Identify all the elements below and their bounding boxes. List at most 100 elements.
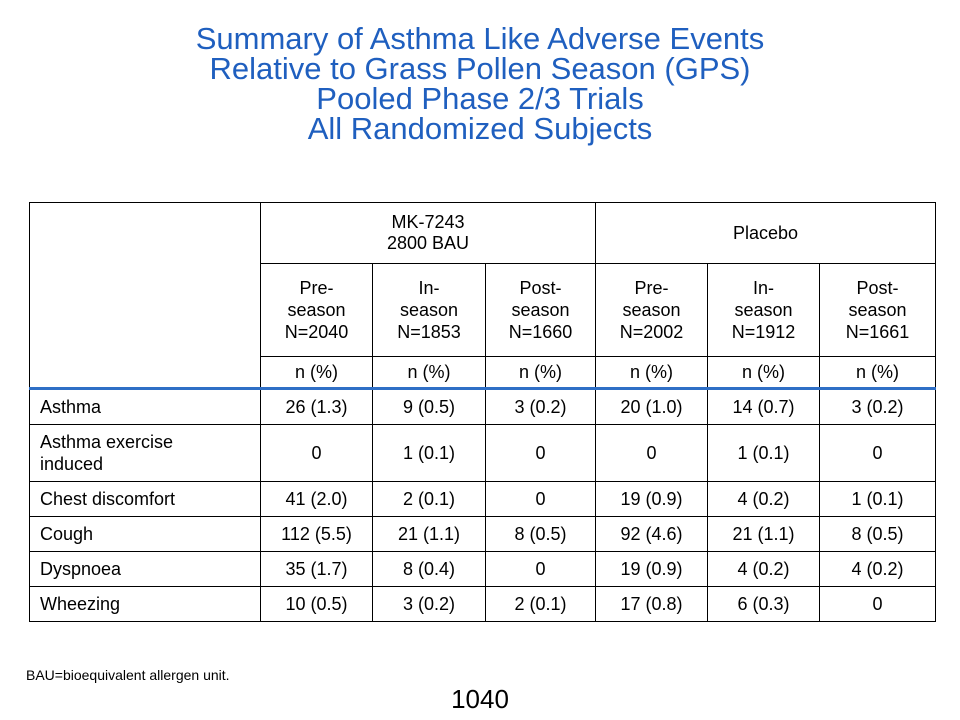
group-header-mk7243-line2: 2800 BAU: [386, 233, 470, 253]
row-label-line1: Wheezing: [40, 593, 121, 614]
table-cell: 1 (0.1): [707, 424, 821, 482]
table-cell: 0: [484, 481, 597, 517]
period-n: N=1660: [508, 322, 573, 342]
period-n: N=2040: [284, 322, 349, 342]
period-n: N=1912: [731, 322, 796, 342]
unit-header: n (%): [707, 356, 821, 390]
table-cell: 0: [484, 424, 597, 482]
table-row: Chest discomfort 41 (2.0) 2 (0.1) 0 19 (0.9)…: [29, 481, 937, 517]
table-cell: 26 (1.3): [260, 388, 373, 425]
table-cell: 92 (4.6): [595, 516, 709, 552]
footnote: BAU=bioequivalent allergen unit.: [26, 667, 230, 683]
table-cell: 1 (0.1): [372, 424, 486, 482]
table-cell: 19 (0.9): [595, 481, 709, 517]
table-header-units-row: n (%) n (%) n (%) n (%) n (%) n (%): [30, 356, 937, 390]
group-header-placebo: Placebo: [595, 202, 937, 264]
row-label: Wheezing: [29, 586, 261, 622]
period-n: N=2002: [619, 322, 684, 342]
title-line-4: All Randomized Subjects: [307, 111, 653, 146]
table-row: Wheezing 10 (0.5) 3 (0.2) 2 (0.1) 17 (0.8) 6 …: [29, 586, 937, 622]
table-cell: 0: [819, 586, 937, 622]
table-cell: 4 (0.2): [819, 551, 937, 587]
slide-title: Summary of Asthma Like Adverse Events Re…: [0, 21, 960, 146]
row-label: Dyspnoea: [29, 551, 261, 587]
period-line1: Post-: [856, 278, 899, 298]
period-header: Post-season N=1660: [484, 263, 597, 357]
table-cell: 1 (0.1): [819, 481, 937, 517]
table-cell: 112 (5.5): [260, 516, 373, 552]
period-header: Post-season N=1661: [819, 263, 937, 357]
table-row: Dyspnoea 35 (1.7) 8 (0.4) 0 19 (0.9) 4 (0.2) 4…: [29, 551, 937, 587]
table-cell: 0: [819, 424, 937, 482]
table-cell: 8 (0.4): [372, 551, 486, 587]
table-cell: 0: [260, 424, 373, 482]
table-cell: 6 (0.3): [707, 586, 821, 622]
table-cell: 4 (0.2): [707, 551, 821, 587]
row-label-line1: Cough: [40, 523, 94, 544]
row-label: Chest discomfort: [29, 481, 261, 517]
table-cell: 3 (0.2): [372, 586, 486, 622]
period-line2: season: [287, 300, 346, 320]
unit-header: n (%): [372, 356, 486, 390]
row-label-line2: induced: [40, 454, 104, 474]
row-label: Asthma exercise induced: [29, 424, 261, 482]
table-cell: 8 (0.5): [484, 516, 597, 552]
title-line-2: Relative to Grass Pollen Season (GPS): [209, 51, 751, 86]
unit-header: n (%): [484, 356, 597, 390]
row-label-line1: Asthma exercise: [40, 432, 174, 452]
table-corner-cell: [29, 202, 261, 390]
table-cell: 10 (0.5): [260, 586, 373, 622]
table-cell: 41 (2.0): [260, 481, 373, 517]
table-cell: 19 (0.9): [595, 551, 709, 587]
table-header-group-row: MK-7243 2800 BAU Placebo: [29, 202, 937, 390]
table-cell: 17 (0.8): [595, 586, 709, 622]
period-line1: In-: [418, 278, 440, 298]
period-line1: Pre-: [634, 278, 669, 298]
group-header-mk7243-line1: MK-7243: [391, 212, 465, 232]
table-row: Asthma 26 (1.3) 9 (0.5) 3 (0.2) 20 (1.0) 14 (…: [29, 388, 937, 425]
period-n: N=1853: [397, 322, 461, 342]
table-cell: 3 (0.2): [819, 388, 937, 425]
row-label-line1: Chest discomfort: [40, 488, 176, 509]
period-line1: Post-: [519, 278, 562, 298]
table-cell: 8 (0.5): [819, 516, 937, 552]
table-cell: 2 (0.1): [372, 481, 486, 517]
row-label: Asthma: [29, 388, 261, 425]
slide-number: 1040: [451, 684, 509, 714]
table-cell: 21 (1.1): [372, 516, 486, 552]
period-line2: season: [848, 300, 907, 320]
table-header-period-row: Pre-season N=2040 In-season N=1853 Post-se…: [30, 263, 937, 357]
group-header-placebo-line2: Placebo: [733, 222, 799, 243]
table-cell: 9 (0.5): [372, 388, 486, 425]
table-cell: 0: [484, 551, 597, 587]
period-header: In-season N=1853: [372, 263, 486, 357]
table-cell: 20 (1.0): [595, 388, 709, 425]
row-label: Cough: [29, 516, 261, 552]
title-line-3: Pooled Phase 2/3 Trials: [316, 81, 644, 116]
table-cell: 0: [595, 424, 709, 482]
period-line2: season: [399, 300, 459, 320]
adverse-events-table: MK-7243 2800 BAU Placebo Pre-season N=204…: [29, 202, 937, 622]
unit-header: n (%): [260, 356, 373, 390]
table-cell: 3 (0.2): [484, 388, 597, 425]
period-line2: season: [734, 300, 793, 320]
period-header: Pre-season N=2040: [260, 263, 373, 357]
table-cell: 4 (0.2): [707, 481, 821, 517]
period-line1: In-: [753, 278, 775, 298]
period-header: In-season N=1912: [707, 263, 821, 357]
title-line-1: Summary of Asthma Like Adverse Events: [195, 21, 765, 56]
period-line2: season: [511, 300, 570, 320]
period-line1: Pre-: [299, 278, 334, 298]
table-cell: 2 (0.1): [484, 586, 597, 622]
table-cell: 14 (0.7): [707, 388, 821, 425]
group-header-mk7243: MK-7243 2800 BAU: [259, 202, 597, 264]
table-row: Cough 112 (5.5) 21 (1.1) 8 (0.5) 92 (4.6) 21 …: [29, 516, 937, 552]
table-cell: 21 (1.1): [707, 516, 821, 552]
period-line2: season: [622, 300, 681, 320]
table-cell: 35 (1.7): [260, 551, 373, 587]
row-label-line1: Asthma: [40, 396, 102, 417]
period-header: Pre-season N=2002: [595, 263, 709, 357]
unit-header: n (%): [595, 356, 709, 390]
table-row: Asthma exercise induced 0 1 (0.1) 0 0 1 (0.1) 0: [29, 424, 937, 482]
row-label-line1: Dyspnoea: [40, 558, 122, 579]
